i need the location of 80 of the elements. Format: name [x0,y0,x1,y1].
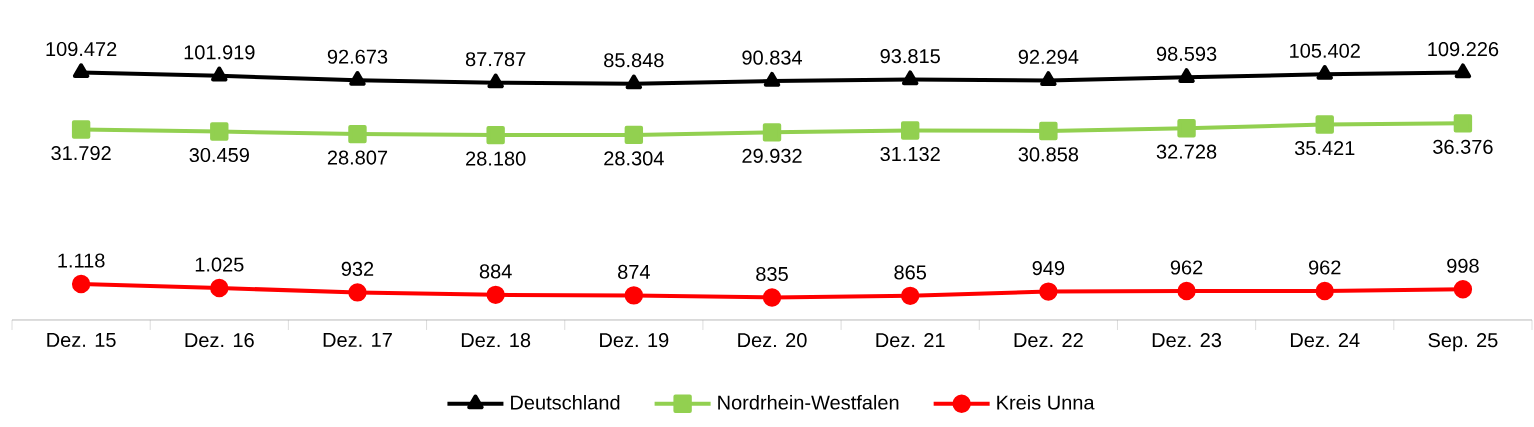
point [1040,71,1057,86]
point [348,124,367,144]
data-label: 109.226 [1428,42,1499,57]
point [624,286,644,305]
point [71,274,91,294]
data-label: 98.593 [1156,46,1217,61]
data-label: 835 [756,266,788,282]
point [348,283,367,302]
data-label: 962 [1308,260,1341,275]
point [1177,281,1196,301]
data-label: 109.472 [46,41,117,57]
data-label: 30.858 [1018,147,1079,162]
x-tick-label: Dez. 19 [600,333,669,348]
x-tick-label: Dez. 20 [738,333,807,348]
data-label: 998 [1447,258,1479,273]
point [486,125,505,145]
point [1453,280,1473,299]
data-label: 28.807 [327,150,388,165]
legend-label: Deutschland [511,394,620,410]
data-label: 31.792 [51,145,111,161]
point [901,70,919,86]
point [487,73,504,89]
data-label: 932 [341,261,374,277]
point [762,288,782,307]
data-label: 105.402 [1290,43,1360,58]
data-label: 1.025 [195,257,244,272]
data-label: 32.728 [1156,144,1217,159]
data-label: 28.180 [466,151,526,166]
data-label: 949 [1032,261,1065,276]
data-label: 90.834 [742,50,802,65]
data-label: 28.304 [604,151,664,166]
x-tick-label: Sep. 25 [1428,333,1498,352]
data-label: 29.932 [742,148,802,163]
point [71,120,91,139]
data-label: 1.118 [58,253,105,268]
point [763,71,781,87]
point [1039,121,1058,141]
point [72,63,90,79]
data-label: 85.848 [604,53,664,68]
x-tick-label: Dez. 15 [47,333,116,347]
point [624,125,644,145]
x-tick-label: Dez. 17 [323,333,392,347]
point [1178,68,1195,83]
legend-label: Nordrhein-Westfalen [718,394,899,410]
point [210,122,229,141]
x-tick-label: Dez. 21 [876,333,945,348]
point [1453,114,1473,133]
point [900,286,920,306]
data-label: 36.376 [1433,139,1493,154]
x-tick-label: Dez. 23 [1152,333,1222,348]
point [211,66,228,82]
x-tick-label: Dez. 22 [1014,333,1083,348]
data-label: 92.294 [1018,49,1079,64]
point [1177,119,1196,138]
point [1315,281,1334,301]
point [900,121,920,140]
point [349,70,366,86]
point [1316,65,1333,80]
data-label: 962 [1170,260,1203,275]
data-label: 87.787 [465,52,526,67]
data-label: 865 [894,265,927,280]
point [486,285,505,305]
x-tick-label: Dez. 18 [461,333,531,348]
data-label: 35.421 [1294,140,1355,156]
x-tick-label: Dez. 16 [185,333,254,348]
point [1315,115,1334,134]
legend-label: Kreis Unna [997,394,1095,410]
point [1039,282,1058,301]
data-label: 30.459 [189,147,249,163]
point [625,74,643,90]
data-label: 874 [618,264,650,279]
data-label: 101.919 [184,45,255,60]
point [210,278,229,298]
point [762,123,782,142]
x-tick-label: Dez. 24 [1290,333,1360,348]
data-label: 31.132 [880,146,940,162]
data-label: 93.815 [880,49,940,64]
data-label: 884 [479,264,512,279]
data-label: 92.673 [327,49,388,64]
point [1454,63,1472,79]
